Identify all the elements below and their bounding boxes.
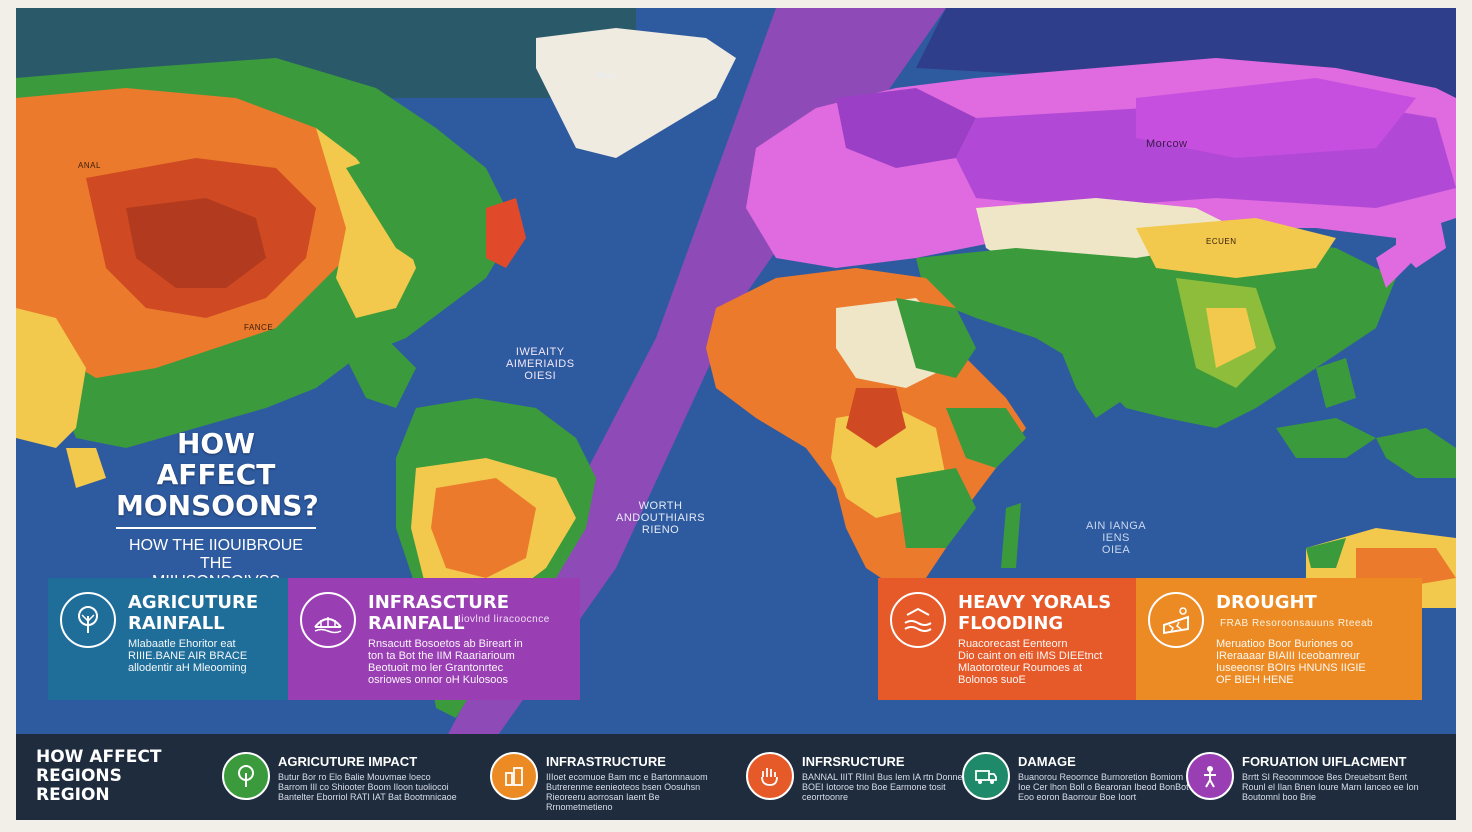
asia-small-label: ANAL bbox=[78, 161, 101, 170]
bottom-item-body: IIIoet ecomuoe Bam mc e Bartomnauom Butr… bbox=[546, 772, 708, 812]
card-title-text: INFRASCTURE RAINFALL bbox=[368, 592, 510, 634]
city-icon bbox=[490, 752, 538, 800]
card-body: Meruatioo Boor Buriones oo IReraaaar BIA… bbox=[1216, 638, 1366, 686]
card-agriculture: AGRICUTURE RAINFALL Mlabaatle Ehoritor e… bbox=[48, 578, 288, 700]
card-infrastructure: INFRASCTURE RAINFALL Iiovlnd liracoocnce… bbox=[288, 578, 580, 700]
monsoon-band bbox=[446, 8, 946, 738]
card-tag: Iiovlnd liracoocnce bbox=[458, 614, 550, 625]
africa-small-label: FANCE bbox=[244, 323, 274, 332]
card-body: Ruacorecast Eenteorn Dio caint on eiti I… bbox=[958, 638, 1103, 686]
bottom-bar: HOW AFFECT REGIONS REGION AGRICUTURE IMP… bbox=[16, 734, 1456, 820]
bottom-item-body: Brrtt SI Reoommooe Bes Dreuebsnt Bent Ro… bbox=[1242, 772, 1419, 802]
bridge-icon bbox=[300, 592, 356, 648]
atlantic-north-label: IWEAITY AIMERIAIDS OIESI bbox=[506, 346, 575, 382]
bottom-item-title: FORUATION UIFLACMENT bbox=[1242, 754, 1407, 769]
infographic-frame: Mani Morcow IWEAITY AIMERIAIDS OIESI WOR… bbox=[16, 8, 1456, 820]
card-title: DROUGHT bbox=[1216, 592, 1317, 613]
bottom-item-body: BANNAL IIIT RIInI Bus Iem IA rtn Donneto… bbox=[802, 772, 979, 802]
landmass-south-asia bbox=[916, 238, 1396, 428]
headline-title: HOW AFFECT MONSOONS? bbox=[116, 427, 319, 522]
bottom-item-title: INFRSRUCTURE bbox=[802, 754, 905, 769]
moscow-label: Morcow bbox=[1146, 138, 1188, 150]
hand-icon bbox=[746, 752, 794, 800]
atlantic-south-label: WORTH ANDOUTHIAIRS RIENO bbox=[616, 500, 706, 536]
bottom-item-body: Buanorou Reoornce Burnoretion Bomiom Ioe… bbox=[1018, 772, 1189, 802]
card-body: Rnsacutt Bosoetos ab Bireart in ton ta B… bbox=[368, 638, 523, 686]
bottom-title: HOW AFFECT REGIONS REGION bbox=[36, 747, 162, 805]
headline-block: HOW AFFECT MONSOONS? HOW THE IIOUIBROUE … bbox=[116, 427, 319, 609]
person-icon bbox=[1186, 752, 1234, 800]
wave-icon bbox=[890, 592, 946, 648]
bottom-item-title: DAMAGE bbox=[1018, 754, 1076, 769]
bottom-item-title: AGRICUTURE IMPACT bbox=[278, 754, 418, 769]
indian-ocean-label: AIN IANGA IENS OIEA bbox=[1086, 520, 1147, 556]
card-title: AGRICUTURE RAINFALL bbox=[128, 592, 259, 634]
card-drought: DROUGHT FRAB Resoroonsauuns Rteeab Merua… bbox=[1136, 578, 1422, 700]
greenland-label: Mani bbox=[596, 71, 616, 80]
bottom-item-body: Butur Bor ro Elo Balie Mouvmae loeco Bar… bbox=[278, 772, 457, 802]
headline-divider bbox=[116, 527, 316, 529]
card-body: Mlabaatle Ehoritor eat RIIIE.BANE AIR BR… bbox=[128, 638, 248, 674]
mideast-small-label: ECUEN bbox=[1206, 237, 1237, 246]
truck-icon bbox=[962, 752, 1010, 800]
tree-icon bbox=[222, 752, 270, 800]
bottom-item-title: INFRASTRUCTURE bbox=[546, 754, 666, 769]
card-title: HEAVY YORALS FLOODING bbox=[958, 592, 1112, 634]
cracked-earth-icon bbox=[1148, 592, 1204, 648]
landmass-greenland bbox=[536, 28, 736, 158]
card-flooding: HEAVY YORALS FLOODING Ruacorecast Eenteo… bbox=[878, 578, 1136, 700]
card-tag: FRAB Resoroonsauuns Rteeab bbox=[1220, 618, 1374, 629]
tree-icon bbox=[60, 592, 116, 648]
world-map bbox=[16, 8, 1456, 820]
card-title: INFRASCTURE RAINFALL bbox=[368, 592, 509, 634]
